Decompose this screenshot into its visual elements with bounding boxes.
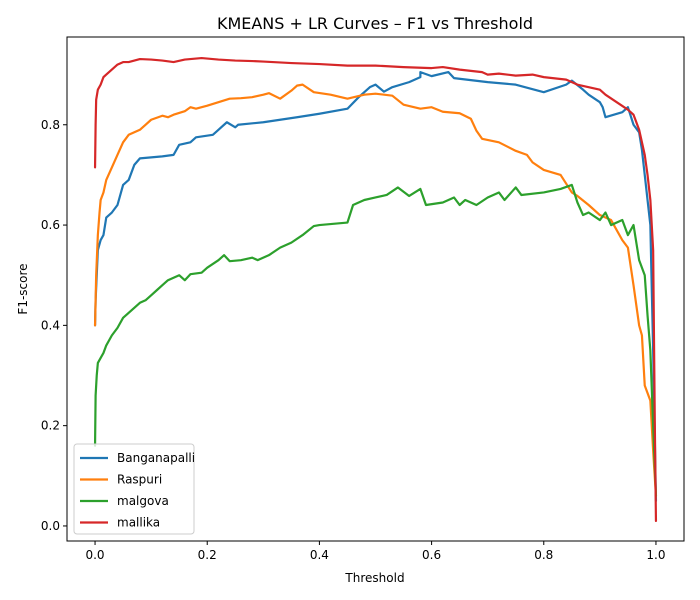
x-tick-label: 0.0 (85, 548, 104, 562)
chart-title: KMEANS + LR Curves – F1 vs Threshold (217, 14, 533, 33)
series-layer (93, 56, 658, 523)
legend: Banganapalli Raspuri malgova mallika (73, 443, 195, 535)
y-tick-label: 0.6 (41, 218, 60, 232)
x-axis-label: Threshold (344, 571, 404, 585)
series-line-raspuri (93, 83, 658, 497)
legend-box (73, 443, 195, 535)
y-axis: 0.0 0.2 0.4 0.6 0.8 (41, 118, 67, 533)
legend-label: Raspuri (117, 473, 162, 487)
legend-item-mallika: mallika (80, 516, 160, 530)
y-tick-label: 0.8 (41, 118, 60, 132)
y-tick-label: 0.0 (41, 519, 60, 533)
plot-frame (66, 36, 685, 542)
series-line-malgova (93, 183, 658, 497)
legend-item-malgova: malgova (80, 494, 169, 508)
x-tick-label: 1.0 (646, 548, 665, 562)
series-line-mallika (93, 56, 658, 523)
legend-item-banganapalli: Banganapalli (80, 451, 195, 465)
y-axis-label: F1-score (16, 263, 30, 314)
x-tick-label: 0.4 (310, 548, 329, 562)
x-axis: 0.0 0.2 0.4 0.6 0.8 1.0 (85, 541, 666, 562)
series-line-banganapalli (93, 71, 658, 502)
x-tick-label: 0.6 (422, 548, 441, 562)
plot-area (66, 36, 685, 542)
y-tick-label: 0.2 (41, 419, 60, 433)
legend-label: malgova (117, 494, 169, 508)
x-tick-label: 0.8 (534, 548, 553, 562)
legend-item-raspuri: Raspuri (80, 473, 162, 487)
x-tick-label: 0.2 (198, 548, 217, 562)
y-tick-label: 0.4 (41, 318, 60, 332)
legend-label: Banganapalli (117, 451, 195, 465)
legend-label: mallika (117, 516, 160, 530)
